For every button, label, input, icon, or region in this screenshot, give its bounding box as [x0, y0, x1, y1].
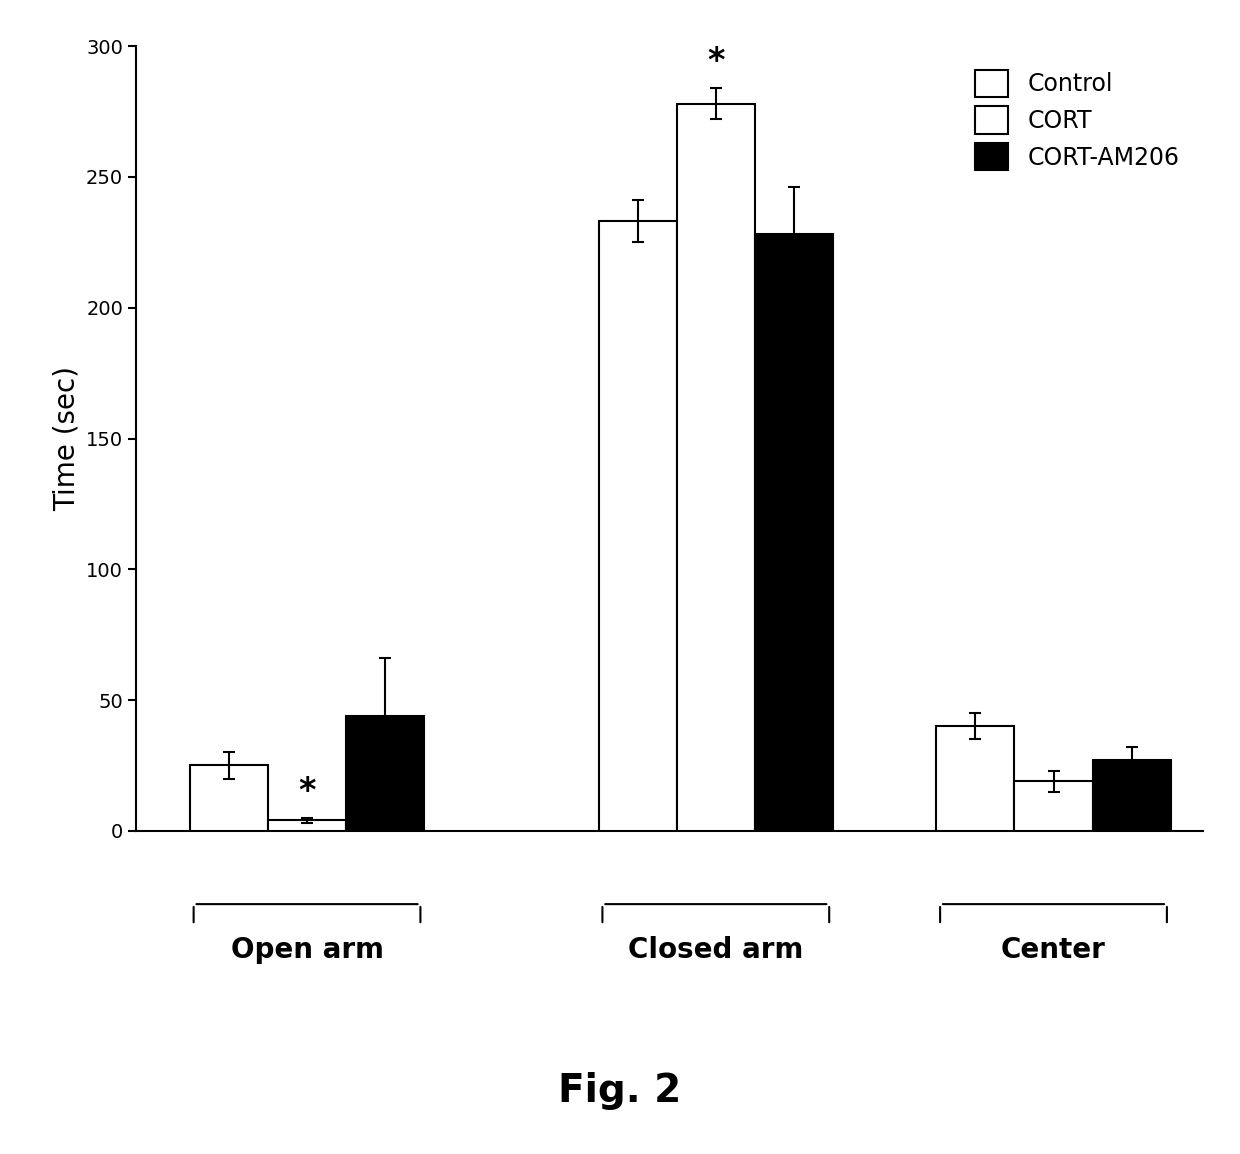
- Bar: [346, 715, 424, 831]
- Text: Center: Center: [1001, 936, 1106, 964]
- Text: Closed arm: Closed arm: [629, 936, 804, 964]
- Bar: [936, 726, 1014, 831]
- Bar: [1092, 760, 1171, 831]
- Bar: [599, 222, 677, 831]
- Text: *: *: [299, 775, 316, 808]
- Bar: [677, 104, 755, 831]
- Bar: [268, 820, 346, 831]
- Bar: [1014, 781, 1092, 831]
- Bar: [190, 765, 268, 831]
- Y-axis label: Time (sec): Time (sec): [52, 366, 81, 511]
- Text: *: *: [707, 45, 724, 77]
- Text: Open arm: Open arm: [231, 936, 383, 964]
- Text: Fig. 2: Fig. 2: [558, 1072, 682, 1109]
- Legend: Control, CORT, CORT-AM206: Control, CORT, CORT-AM206: [963, 58, 1190, 182]
- Bar: [755, 234, 833, 831]
